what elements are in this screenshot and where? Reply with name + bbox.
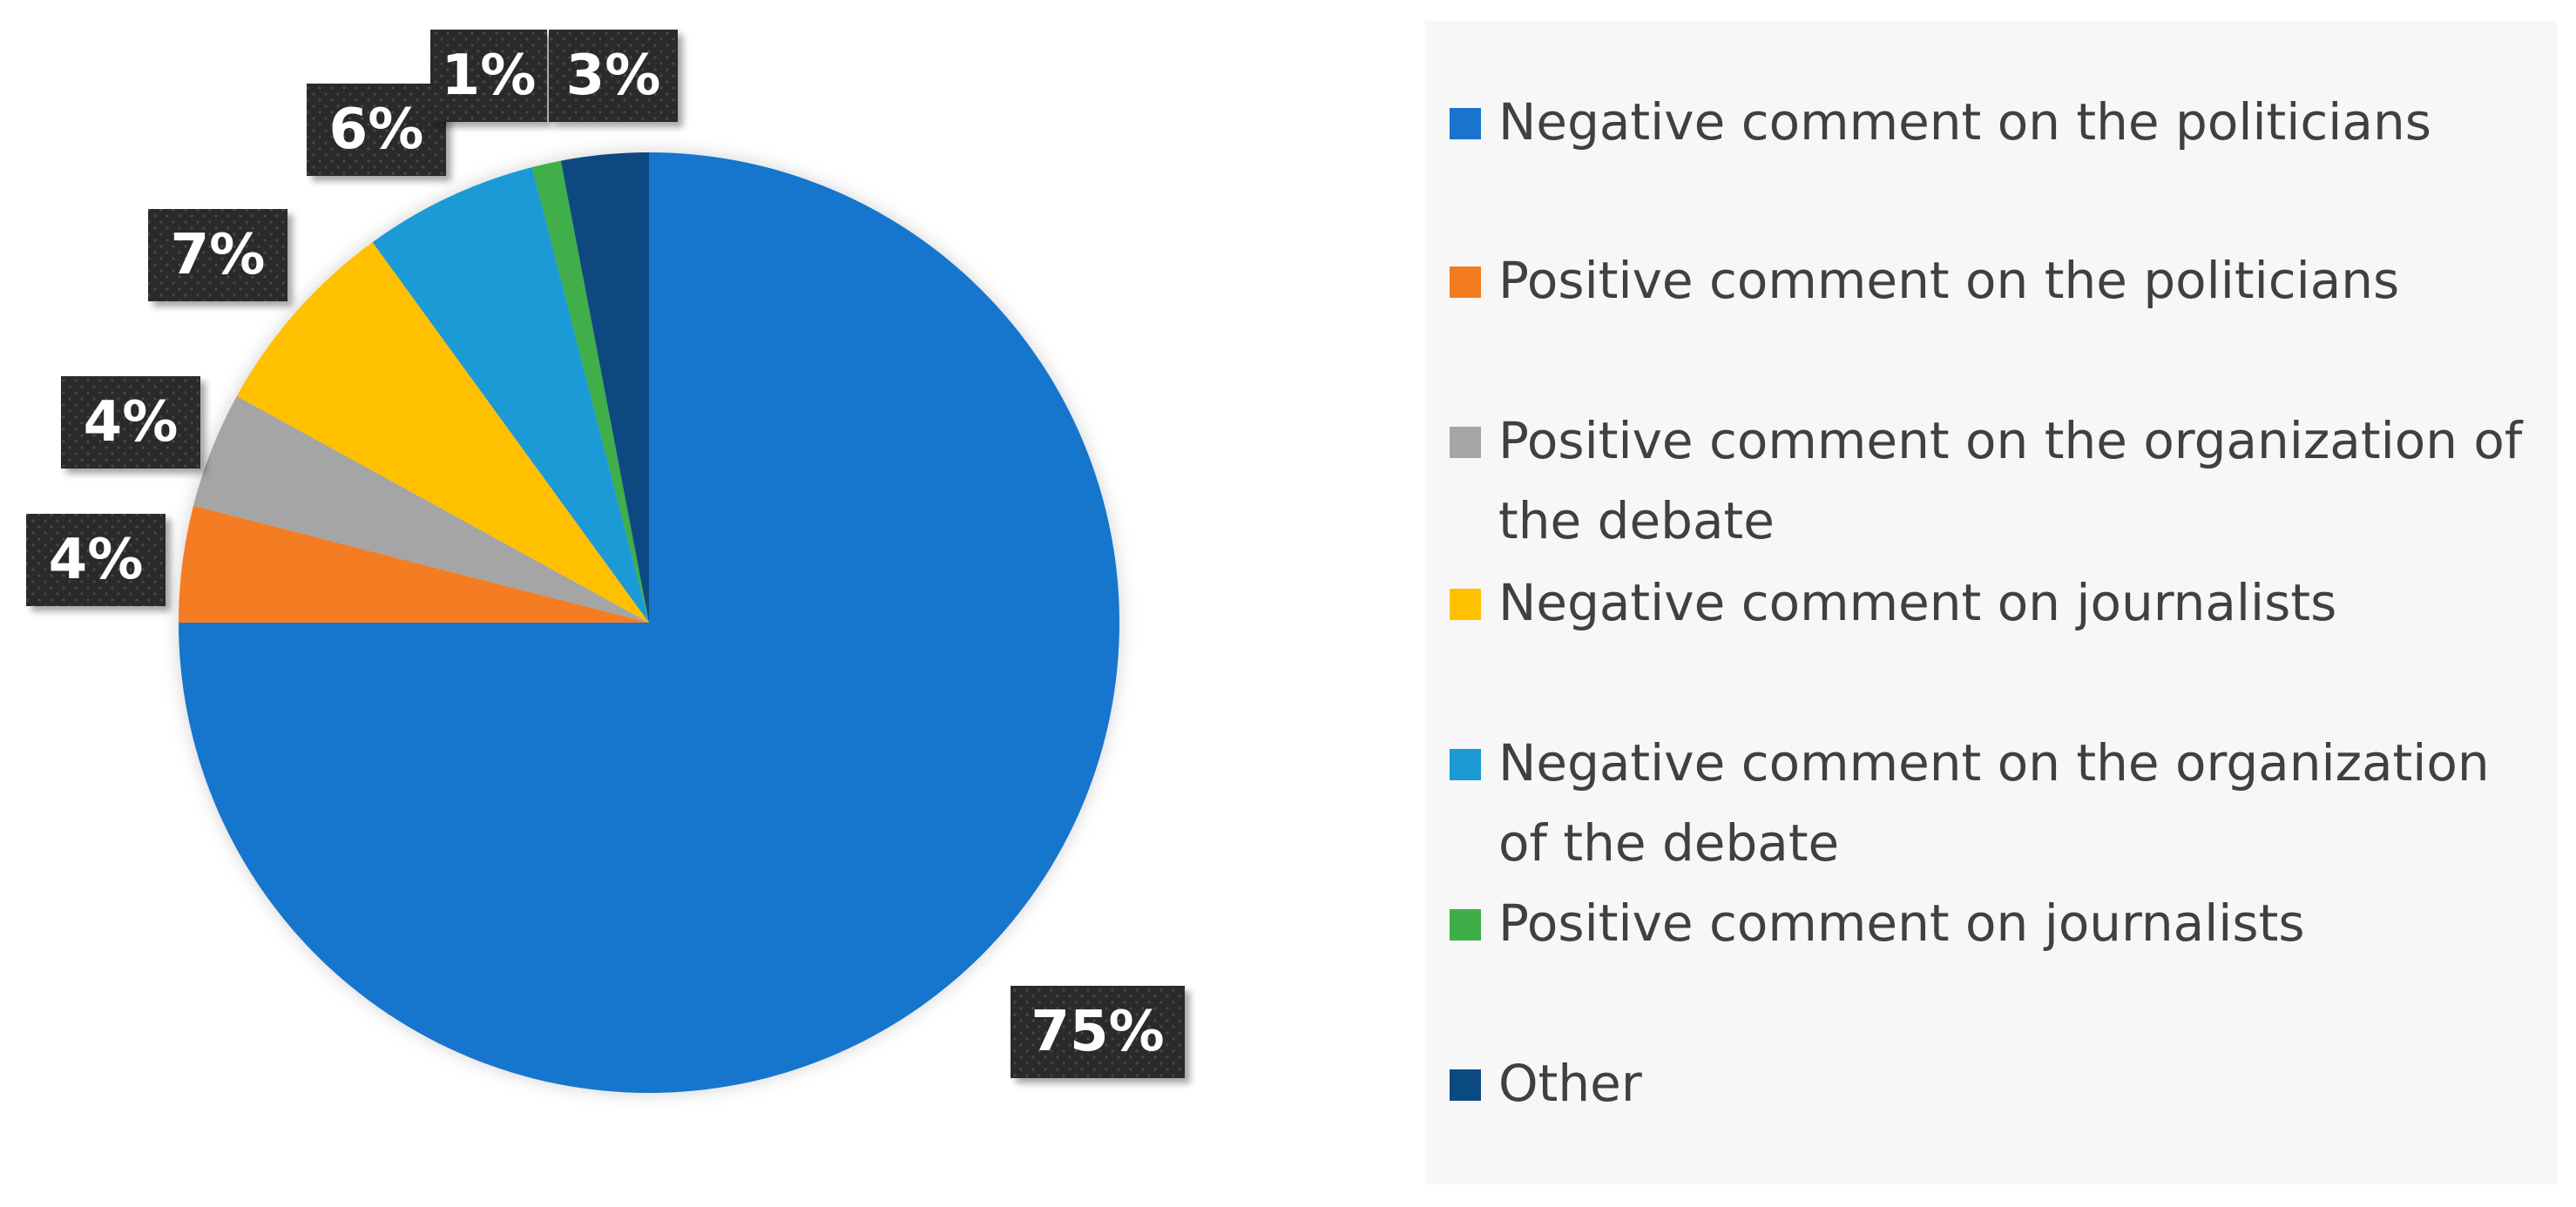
data-label-box xyxy=(430,30,547,122)
legend: Negative comment on the politicians Posi… xyxy=(1425,21,2558,1184)
data-label-text: 75% xyxy=(1031,1000,1164,1064)
legend-item: Negative comment on journalists xyxy=(1450,563,2547,643)
data-label-text: 6% xyxy=(329,98,424,162)
data-label: 1% xyxy=(430,30,547,122)
data-label-text: 7% xyxy=(171,223,266,287)
legend-item: Positive comment on the organization of … xyxy=(1450,401,2547,561)
legend-label: Positive comment on the organization of … xyxy=(1498,411,2523,550)
legend-label: Other xyxy=(1498,1054,1642,1113)
pie-slice xyxy=(560,152,649,623)
legend-item: Negative comment on the organization of … xyxy=(1450,723,2547,883)
legend-label: Negative comment on journalists xyxy=(1498,573,2337,632)
legend-swatch xyxy=(1450,589,1481,620)
data-label-box xyxy=(1011,986,1185,1078)
data-label-box xyxy=(549,30,678,122)
data-label-text: 4% xyxy=(49,528,144,592)
legend-label: Positive comment on the politicians xyxy=(1498,251,2400,310)
data-label: 4% xyxy=(26,514,166,606)
data-label-text: 4% xyxy=(84,390,179,455)
data-label-box xyxy=(307,84,446,176)
legend-item: Negative comment on the politicians xyxy=(1450,82,2547,162)
data-label: 75% xyxy=(1011,986,1185,1078)
pie-slices xyxy=(179,152,1119,1093)
data-label-text: 1% xyxy=(442,44,537,108)
data-label-box xyxy=(148,209,287,301)
legend-item: Positive comment on the politicians xyxy=(1450,240,2547,320)
data-label-text: 3% xyxy=(566,44,661,108)
legend-swatch xyxy=(1450,909,1481,941)
legend-label: Negative comment on the politicians xyxy=(1498,92,2431,152)
pie-chart: 75% 4% 4% 7% 6% 1% 3% xyxy=(26,30,1185,1093)
data-label: 4% xyxy=(61,376,200,469)
data-label: 6% xyxy=(307,84,446,176)
pie-slice xyxy=(531,160,649,623)
data-label: 3% xyxy=(549,30,678,122)
pie-slice xyxy=(236,242,649,623)
legend-label: Negative comment on the organization of … xyxy=(1498,733,2490,873)
pie-slice xyxy=(179,505,649,623)
pie-slice xyxy=(193,395,649,623)
data-label-box xyxy=(26,514,166,606)
pie-slice xyxy=(372,166,649,623)
legend-item: Other xyxy=(1450,1043,2547,1123)
data-label-box xyxy=(61,376,200,469)
data-label: 7% xyxy=(148,209,287,301)
legend-swatch xyxy=(1450,427,1481,458)
legend-label: Positive comment on journalists xyxy=(1498,893,2305,953)
legend-swatch xyxy=(1450,108,1481,139)
legend-swatch xyxy=(1450,1069,1481,1101)
legend-item: Positive comment on journalists xyxy=(1450,883,2547,963)
legend-swatch xyxy=(1450,749,1481,780)
legend-swatch xyxy=(1450,266,1481,298)
pie-data-labels: 75% 4% 4% 7% 6% 1% 3% xyxy=(26,30,1185,1078)
